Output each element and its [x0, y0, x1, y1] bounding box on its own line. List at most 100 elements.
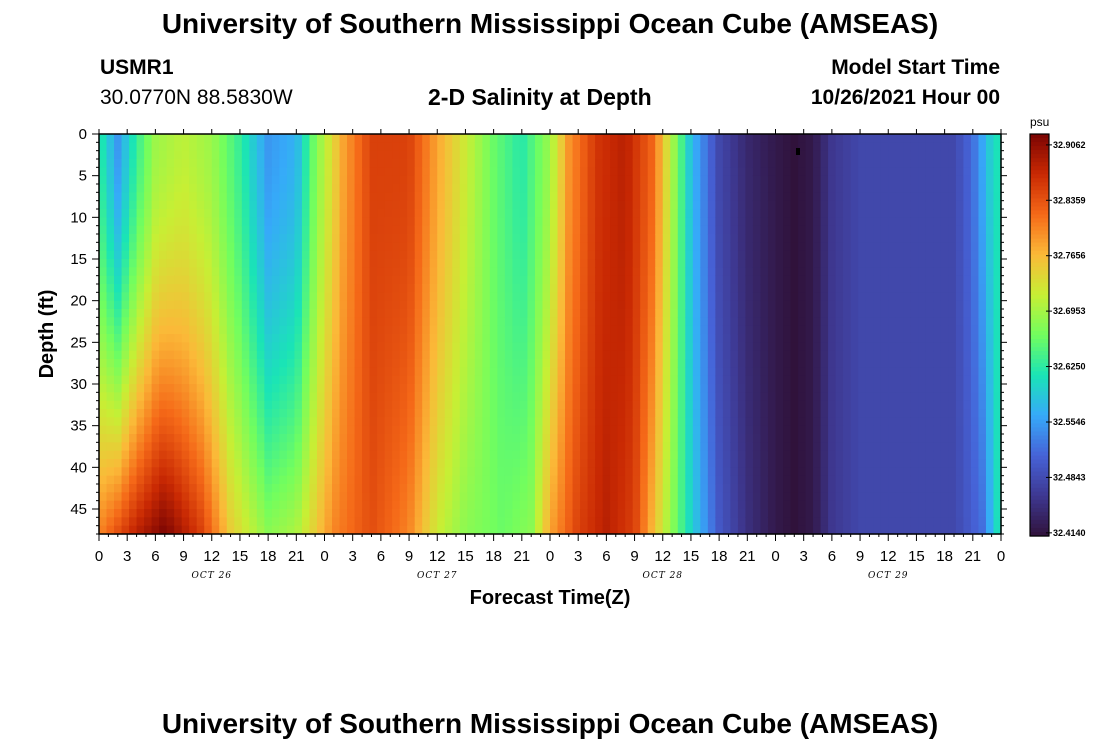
heatmap-cell: [813, 159, 822, 168]
heatmap-cell: [174, 409, 183, 418]
heatmap-cell: [166, 492, 175, 502]
heatmap-cell: [655, 167, 664, 177]
heatmap-cell: [790, 392, 799, 402]
heatmap-cell: [489, 350, 498, 360]
heatmap-cell: [99, 467, 108, 477]
heatmap-cell: [106, 392, 115, 402]
heatmap-cell: [730, 384, 739, 393]
heatmap-cell: [121, 159, 130, 168]
heatmap-cell: [324, 425, 333, 435]
heatmap-cell: [662, 175, 671, 185]
heatmap-cell: [835, 192, 844, 202]
heatmap-cell: [482, 267, 491, 277]
heatmap-cell: [444, 459, 453, 468]
heatmap-cell: [196, 275, 205, 285]
heatmap-cell: [865, 425, 874, 435]
heatmap-cell: [715, 175, 724, 185]
heatmap-cell: [414, 217, 423, 227]
heatmap-cell: [256, 300, 265, 310]
heatmap-cell: [843, 325, 852, 335]
heatmap-cell: [339, 525, 348, 535]
heatmap-cell: [737, 492, 747, 502]
heatmap-cell: [707, 492, 716, 502]
heatmap-cell: [497, 200, 506, 210]
heatmap-cell: [249, 325, 258, 335]
heatmap-cell: [414, 309, 423, 318]
heatmap-cell: [617, 200, 626, 210]
heatmap-cell: [843, 142, 852, 152]
heatmap-cell: [565, 267, 574, 277]
heatmap-cell: [655, 417, 664, 427]
heatmap-cell: [670, 459, 679, 468]
heatmap-cell: [850, 359, 859, 368]
heatmap-cell: [798, 325, 807, 335]
heatmap-cell: [219, 309, 228, 318]
heatmap-cell: [512, 450, 521, 460]
heatmap-cell: [828, 275, 837, 285]
heatmap-cell: [595, 492, 604, 502]
heatmap-cell: [392, 375, 401, 385]
heatmap-cell: [129, 242, 138, 252]
heatmap-cell: [760, 359, 769, 368]
heatmap-cell: [617, 409, 626, 418]
heatmap-cell: [625, 317, 634, 327]
heatmap-cell: [459, 375, 468, 385]
heatmap-cell: [790, 450, 799, 460]
heatmap-cell: [324, 317, 333, 327]
heatmap-cell: [332, 467, 341, 477]
heatmap-cell: [632, 459, 641, 468]
heatmap-cell: [384, 292, 393, 302]
heatmap-cell: [692, 267, 701, 277]
heatmap-cell: [181, 425, 190, 435]
heatmap-cell: [677, 209, 686, 218]
heatmap-cell: [798, 209, 807, 218]
heatmap-cell: [467, 242, 476, 252]
heatmap-cell: [632, 134, 641, 143]
heatmap-cell: [580, 134, 589, 143]
heatmap-cell: [234, 309, 243, 318]
heatmap-cell: [136, 375, 145, 385]
heatmap-cell: [166, 175, 175, 185]
heatmap-cell: [843, 434, 852, 443]
heatmap-cell: [429, 392, 438, 402]
heatmap-cell: [444, 342, 453, 352]
heatmap-cell: [249, 150, 258, 160]
heatmap-cell: [542, 367, 551, 377]
heatmap-cell: [580, 475, 589, 485]
heatmap-cell: [550, 334, 559, 343]
heatmap-cell: [813, 409, 822, 418]
heatmap-cell: [384, 250, 393, 260]
heatmap-cell: [489, 275, 498, 285]
heatmap-cell: [737, 525, 747, 535]
heatmap-cell: [805, 175, 814, 185]
heatmap-cell: [106, 492, 115, 502]
heatmap-cell: [647, 292, 656, 302]
heatmap-cell: [534, 184, 544, 193]
heatmap-cell: [497, 500, 506, 510]
heatmap-cell: [858, 292, 867, 302]
heatmap-cell: [497, 525, 506, 535]
heatmap-cell: [369, 409, 378, 418]
heatmap-cell: [121, 150, 130, 160]
heatmap-cell: [497, 284, 506, 293]
heatmap-cell: [204, 400, 213, 410]
heatmap-cell: [264, 400, 273, 410]
heatmap-cell: [241, 175, 250, 185]
heatmap-cell: [444, 317, 453, 327]
heatmap-cell: [241, 134, 250, 143]
heatmap-cell: [429, 334, 438, 343]
heatmap-cell: [474, 292, 483, 302]
heatmap-cell: [489, 259, 498, 268]
heatmap-cell: [775, 142, 784, 152]
heatmap-cell: [114, 342, 123, 352]
heatmap-cell: [858, 525, 867, 535]
heatmap-cell: [565, 334, 574, 343]
heatmap-cell: [316, 225, 326, 235]
heatmap-cell: [294, 167, 303, 177]
heatmap-cell: [820, 334, 829, 343]
heatmap-cell: [587, 509, 596, 518]
heatmap-cell: [685, 517, 694, 527]
heatmap-cell: [211, 525, 220, 535]
heatmap-cell: [715, 484, 724, 493]
heatmap-cell: [489, 492, 498, 502]
